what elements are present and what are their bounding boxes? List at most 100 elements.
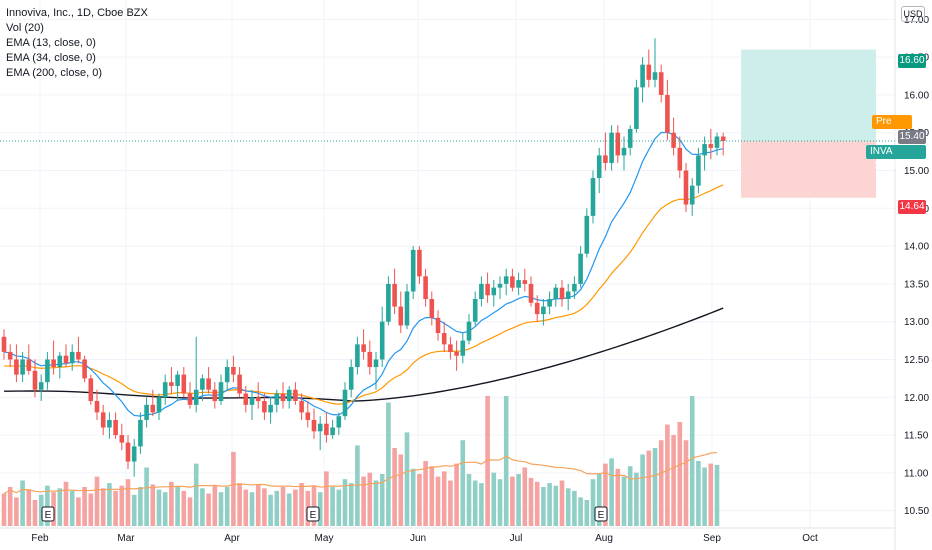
earnings-marker-label: E xyxy=(45,510,52,521)
volume-bar xyxy=(156,489,162,526)
volume-bar xyxy=(541,487,546,526)
premarket-label: Pre xyxy=(876,116,892,127)
candle-body xyxy=(572,283,577,292)
candle-body xyxy=(708,144,714,148)
volume-bar xyxy=(69,490,75,526)
candle-body xyxy=(386,283,391,322)
candle-body xyxy=(665,94,670,133)
candle-body xyxy=(355,344,360,368)
candle-body xyxy=(410,249,416,292)
volume-bar xyxy=(497,479,503,526)
ema34-line xyxy=(3,184,724,405)
volume-bar xyxy=(14,497,19,526)
candle-body xyxy=(113,419,118,436)
currency-button[interactable]: USD xyxy=(901,6,925,22)
symbol-label: INVA xyxy=(870,146,893,157)
candle-body xyxy=(69,351,75,364)
candle-body xyxy=(491,287,497,296)
volume-bar xyxy=(268,494,273,526)
volume-bar xyxy=(88,493,94,526)
candle-body xyxy=(206,378,211,390)
volume-bar xyxy=(510,476,515,526)
volume-bar xyxy=(491,472,497,526)
candle-body xyxy=(1,336,7,352)
volume-bar xyxy=(448,480,453,526)
volume-bar xyxy=(293,489,298,526)
candle-body xyxy=(454,351,459,356)
candle-body xyxy=(336,416,342,428)
volume-bar xyxy=(32,500,38,526)
candle-body xyxy=(82,359,87,379)
volume-bar xyxy=(590,479,596,526)
candle-body xyxy=(429,299,435,318)
volume-bar xyxy=(485,396,490,526)
ema200-line xyxy=(3,307,724,402)
candle-body xyxy=(485,283,490,296)
candle-body xyxy=(26,359,32,371)
candle-body xyxy=(696,155,701,186)
volume-bar xyxy=(342,479,348,526)
candle-body xyxy=(162,382,168,398)
legend-title: Innoviva, Inc., 1D, Cboe BZX xyxy=(6,7,148,19)
candle-body xyxy=(367,351,373,368)
y-tick-label: 10.50 xyxy=(904,506,929,517)
volume-bar xyxy=(243,489,249,526)
volume-bar xyxy=(615,468,621,526)
volume-bar xyxy=(274,490,280,526)
candle-body xyxy=(181,374,187,394)
candle-body xyxy=(280,393,286,402)
volume-bar xyxy=(367,472,373,526)
volume-bar xyxy=(565,488,571,526)
earnings-marker xyxy=(306,506,320,522)
candle-body xyxy=(317,423,323,432)
candle-body xyxy=(212,389,218,402)
candle-body xyxy=(497,283,503,288)
volume-bar xyxy=(429,466,435,526)
volume-bar xyxy=(262,488,267,526)
candle-body xyxy=(324,423,329,436)
candle-body xyxy=(516,280,521,288)
volume-bar xyxy=(175,487,180,526)
volume-bar xyxy=(373,480,379,526)
volume-ma-line xyxy=(3,451,718,495)
candle-body xyxy=(466,321,472,341)
volume-bar xyxy=(584,500,590,526)
volume-bar xyxy=(534,481,540,526)
volume-bar xyxy=(466,474,472,526)
volume-bar xyxy=(311,485,317,526)
volume-bar xyxy=(107,483,112,526)
candle-body xyxy=(460,340,466,356)
symbol-price-tag: INVA 15.39 xyxy=(866,145,926,171)
candle-body xyxy=(107,419,112,428)
candle-body xyxy=(590,178,596,216)
candle-body xyxy=(472,299,478,322)
volume-bar xyxy=(627,466,633,526)
volume-bar xyxy=(603,463,608,526)
candle-body xyxy=(262,401,267,413)
volume-bar xyxy=(404,432,410,526)
volume-bar xyxy=(441,471,447,526)
candle-body xyxy=(689,185,695,205)
volume-bar xyxy=(553,485,559,526)
volume-bar xyxy=(708,463,714,526)
volume-bar xyxy=(7,487,13,526)
volume-bar xyxy=(82,487,87,526)
candle-body xyxy=(249,397,255,405)
candle-body xyxy=(45,359,50,383)
premarket-tag: Pre 15.40 xyxy=(872,115,912,141)
volume-bar xyxy=(181,490,187,526)
candle-body xyxy=(559,287,565,300)
volume-bar xyxy=(113,490,118,526)
candle-body xyxy=(224,367,230,383)
volume-bar xyxy=(652,448,658,526)
volume-bar xyxy=(76,497,81,526)
candle-body xyxy=(175,374,180,386)
volume-bar xyxy=(596,474,602,526)
candle-body xyxy=(683,170,689,205)
candle-body xyxy=(528,283,534,303)
earnings-marker-label: E xyxy=(598,510,605,521)
candle-body xyxy=(510,276,515,288)
candle-body xyxy=(652,72,658,80)
volume-bar xyxy=(472,480,478,526)
